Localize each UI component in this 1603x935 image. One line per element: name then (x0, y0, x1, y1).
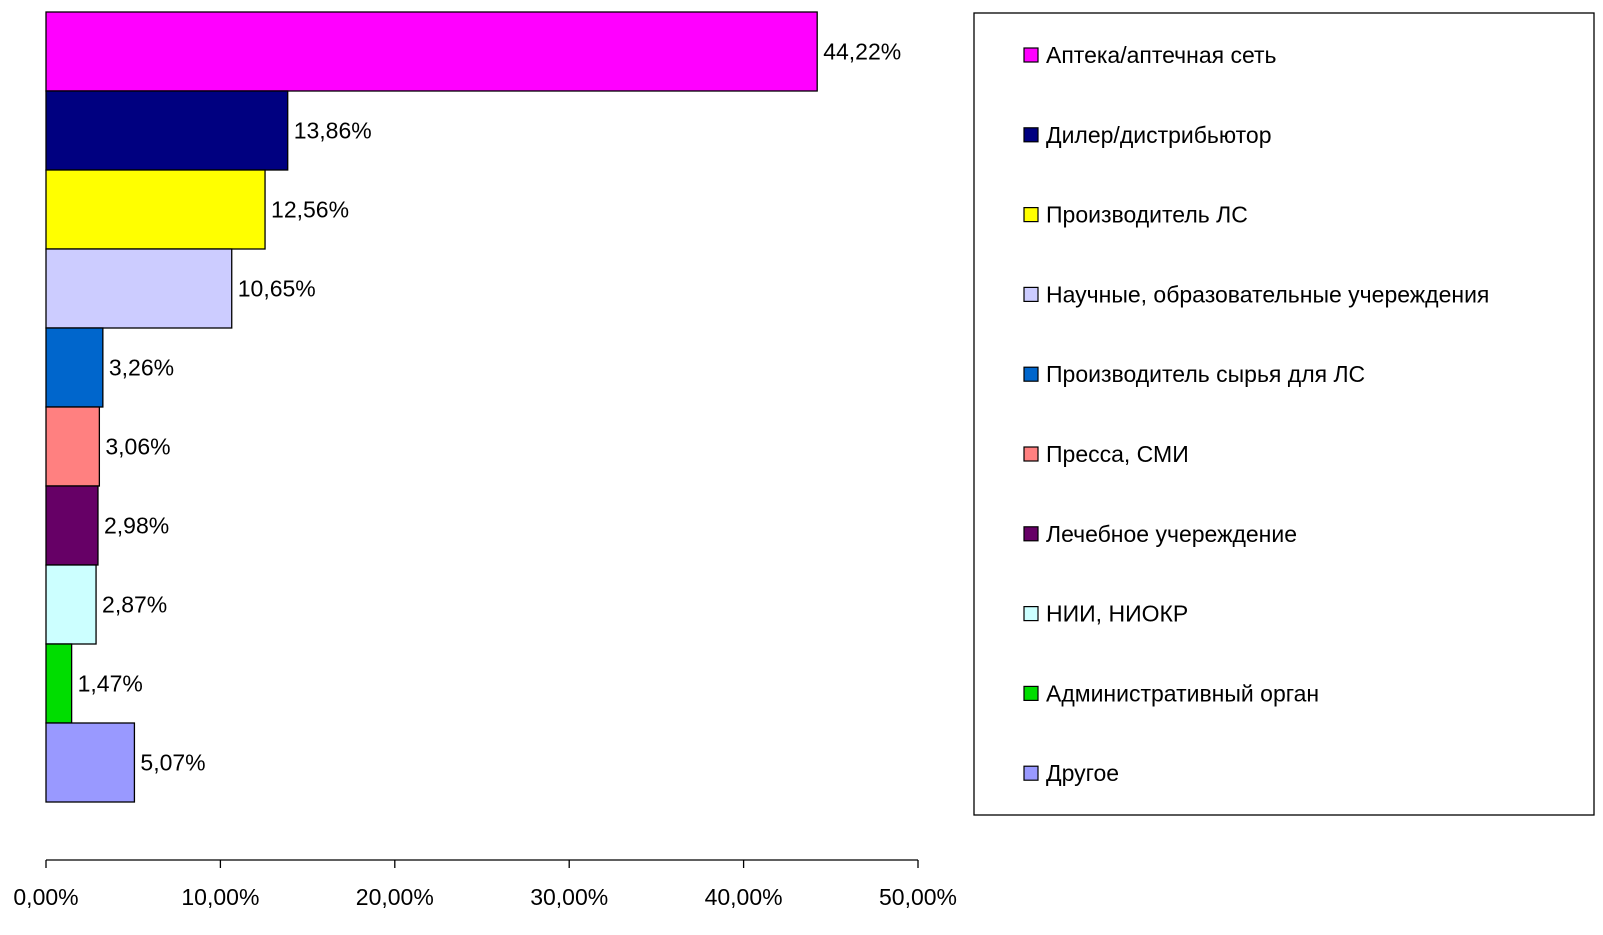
bar-пресса-сми (45, 406, 101, 487)
data-label: 2,87% (102, 592, 167, 618)
legend-label: НИИ, НИОКР (1046, 601, 1188, 627)
legend-swatch-производитель-сырья-для-лс (1023, 366, 1039, 382)
x-tick-label: 30,00% (530, 884, 608, 910)
legend-swatch-другое (1023, 765, 1039, 781)
legend-swatch-производитель-лс (1023, 207, 1039, 223)
legend-label: Дилер/дистрибьютор (1046, 122, 1272, 148)
legend-label: Производитель сырья для ЛС (1046, 361, 1365, 387)
legend-label: Пресса, СМИ (1046, 441, 1189, 467)
bar-лечебное-учереждение (45, 485, 99, 566)
data-label: 2,98% (104, 513, 169, 539)
legend-swatch-лечебное-учереждение (1023, 526, 1039, 542)
bar-аптека-аптечная-сеть (45, 11, 818, 92)
bar-научные-образовательные-учереждения (45, 248, 233, 329)
x-axis: 0,00% 10,00% 20,00% 30,00% 40,00% 50,00% (13, 859, 957, 910)
bar-нии-ниокр (45, 564, 97, 645)
data-label: 5,07% (140, 750, 205, 776)
legend-swatch-дилер-дистрибьютор (1023, 127, 1039, 143)
legend-label: Другое (1046, 760, 1119, 786)
data-label: 3,26% (109, 355, 174, 381)
x-tick-label: 10,00% (181, 884, 259, 910)
data-label: 3,06% (105, 434, 170, 460)
legend-box (973, 12, 1595, 816)
legend-label: Научные, образовательные учереждения (1046, 281, 1489, 307)
data-label: 44,22% (823, 39, 901, 65)
legend: Аптека/аптечная сеть Дилер/дистрибьютор Пр… (973, 12, 1595, 816)
legend-swatch-научные-образовательные-учереждения (1023, 286, 1039, 302)
data-label: 12,56% (271, 197, 349, 223)
bar-производитель-лс (45, 169, 266, 250)
x-tick-label: 50,00% (879, 884, 957, 910)
bars-group (45, 11, 818, 803)
bar-производитель-сырья-для-лс (45, 327, 104, 408)
legend-swatch-пресса-сми (1023, 446, 1039, 462)
data-label: 1,47% (78, 671, 143, 697)
legend-label: Аптека/аптечная сеть (1046, 42, 1277, 68)
data-labels-group: 44,22% 13,86% 12,56% 10,65% 3,26% 3,06% 2,98% 2… (78, 39, 902, 776)
x-tick-label: 40,00% (705, 884, 783, 910)
data-label: 13,86% (294, 118, 372, 144)
x-tick-label: 20,00% (356, 884, 434, 910)
legend-label: Лечебное учереждение (1046, 521, 1297, 547)
data-label: 10,65% (238, 276, 316, 302)
legend-label: Административный орган (1046, 680, 1319, 706)
legend-label: Производитель ЛС (1046, 202, 1248, 228)
legend-swatch-аптека-аптечная-сеть (1023, 47, 1039, 63)
legend-swatch-нии-ниокр (1023, 605, 1039, 622)
bar-дилер-дистрибьютор (45, 90, 289, 171)
bar-другое (45, 722, 136, 803)
legend-swatch-административный-орган (1023, 685, 1039, 702)
bar-административный-орган (45, 643, 73, 724)
x-tick-label: 0,00% (13, 884, 78, 910)
